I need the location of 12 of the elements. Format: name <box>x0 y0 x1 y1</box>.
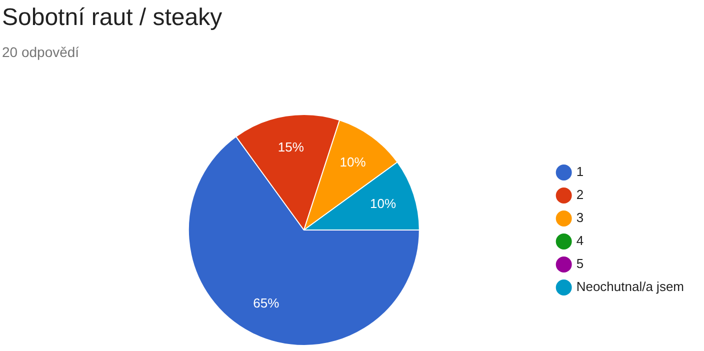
data-label: 65% <box>253 296 280 311</box>
legend-label: 1 <box>576 164 584 180</box>
legend-label: 2 <box>576 187 584 202</box>
chart-title: Sobotní raut / steaky <box>2 4 222 32</box>
legend-label: 4 <box>576 233 584 248</box>
legend-label: 3 <box>576 210 584 226</box>
legend-label: Neochutnal/a jsem <box>576 279 684 294</box>
legend-label: 5 <box>576 256 584 272</box>
text: 20 odpovědí <box>2 44 80 60</box>
data-label: 10% <box>370 196 396 211</box>
data-label: 10% <box>340 154 366 170</box>
data-label: 15% <box>278 139 304 154</box>
